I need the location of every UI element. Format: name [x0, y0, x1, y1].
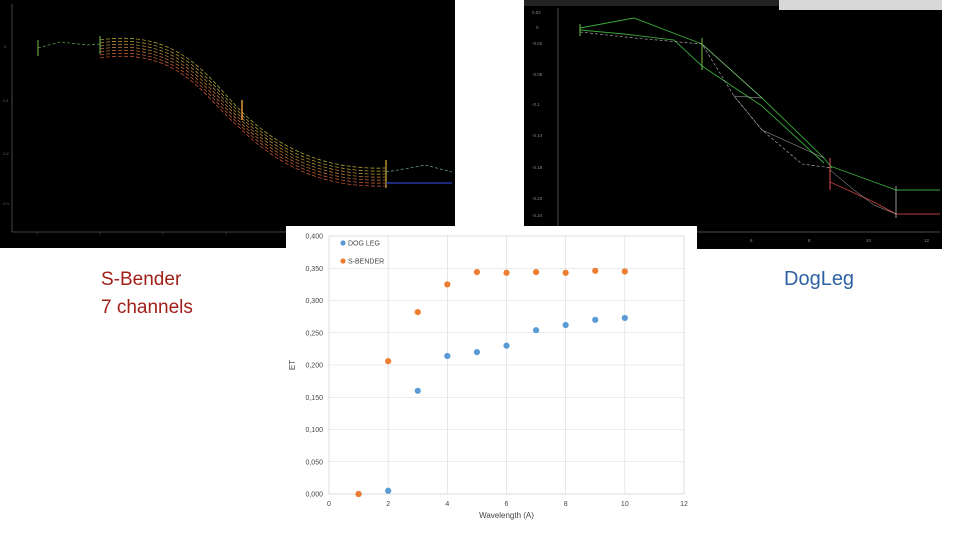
data-point	[621, 314, 628, 322]
svg-text:0: 0	[536, 25, 539, 30]
chart-svg: 0,000 0,050 0,100 0,150 0,200 0,250 0,300 0,350…	[288, 234, 688, 521]
dogleg-caption: DogLeg	[784, 268, 855, 290]
data-point	[592, 267, 599, 274]
dogleg-simulation-image: 0.02 0 -0.02 -0.06 -0.1 -0.14 -0.18 -0.22 -0.2…	[524, 0, 942, 249]
x-tick-label: 4	[445, 501, 449, 508]
y-tick-label: 0,300	[305, 298, 323, 305]
data-point	[473, 349, 481, 356]
y-tick-label: 0,050	[305, 459, 323, 466]
data-point	[385, 487, 392, 494]
legend-marker	[340, 258, 346, 264]
y-tick-label: 0,150	[305, 395, 323, 402]
svg-text:-0.3: -0.3	[2, 201, 10, 206]
data-point	[592, 316, 599, 323]
legend-label: DOG LEG	[348, 241, 380, 248]
data-point	[444, 281, 451, 288]
series-dog-leg	[355, 314, 628, 498]
svg-text:-0.06: -0.06	[532, 72, 543, 77]
sbender-caption-title: S-Bender	[101, 269, 182, 290]
y-tick-label: 0,000	[305, 492, 323, 499]
data-point	[532, 269, 540, 276]
svg-text:8: 8	[808, 238, 811, 243]
data-point	[444, 352, 451, 360]
x-tick-label: 8	[564, 501, 568, 508]
svg-text:-0.2: -0.2	[2, 151, 10, 156]
sbender-caption: S-Bender 7 channels	[101, 266, 193, 322]
x-tick-label: 2	[386, 501, 390, 508]
data-point	[562, 269, 569, 276]
svg-text:-0.24: -0.24	[532, 213, 543, 218]
x-tick-label: 6	[505, 501, 509, 508]
svg-text:0: 0	[4, 44, 7, 49]
data-point	[562, 321, 569, 329]
data-point	[385, 358, 392, 365]
dogleg-trajectory-plot: 0.02 0 -0.02 -0.06 -0.1 -0.14 -0.18 -0.22 -0.2…	[524, 0, 942, 243]
y-tick-label: 0,400	[305, 234, 323, 241]
legend-marker	[340, 240, 346, 246]
svg-text:-0.14: -0.14	[532, 133, 543, 138]
data-point	[532, 327, 540, 334]
legend-label: S-BENDER	[348, 259, 384, 266]
svg-text:6: 6	[750, 238, 753, 243]
y-tick-label: 0,200	[305, 363, 323, 370]
series-s-bender	[355, 267, 628, 498]
x-axis-title: Wavelength (A)	[479, 511, 534, 520]
y-axis-title: ET	[288, 360, 297, 370]
data-point	[414, 387, 421, 394]
svg-text:-0.18: -0.18	[532, 165, 543, 170]
svg-text:-0.1: -0.1	[532, 102, 540, 107]
x-tick-label: 0	[327, 501, 331, 508]
data-point	[503, 269, 510, 276]
data-point	[473, 269, 481, 276]
data-point	[414, 309, 421, 316]
sbender-simulation-image: 0 -0.1 -0.2 -0.3	[0, 0, 455, 248]
y-tick-label: 0,100	[305, 427, 323, 434]
sbender-trajectory-plot: 0 -0.1 -0.2 -0.3	[2, 4, 453, 235]
svg-text:12: 12	[924, 238, 930, 243]
svg-text:10: 10	[866, 238, 872, 243]
svg-text:-0.02: -0.02	[532, 41, 543, 46]
data-point	[503, 342, 510, 349]
sbender-caption-channels: 7 channels	[101, 297, 193, 318]
transmission-scatter-chart: 0,000 0,050 0,100 0,150 0,200 0,250 0,300 0,350…	[286, 226, 697, 526]
svg-text:-0.1: -0.1	[2, 98, 10, 103]
x-tick-label: 12	[680, 501, 688, 508]
y-tick-label: 0,350	[305, 266, 323, 273]
svg-text:-0.22: -0.22	[532, 196, 543, 201]
data-point	[621, 268, 628, 275]
svg-text:0.02: 0.02	[532, 10, 541, 15]
y-tick-label: 0,250	[305, 330, 323, 337]
x-tick-label: 10	[621, 501, 629, 508]
data-point	[355, 490, 362, 498]
